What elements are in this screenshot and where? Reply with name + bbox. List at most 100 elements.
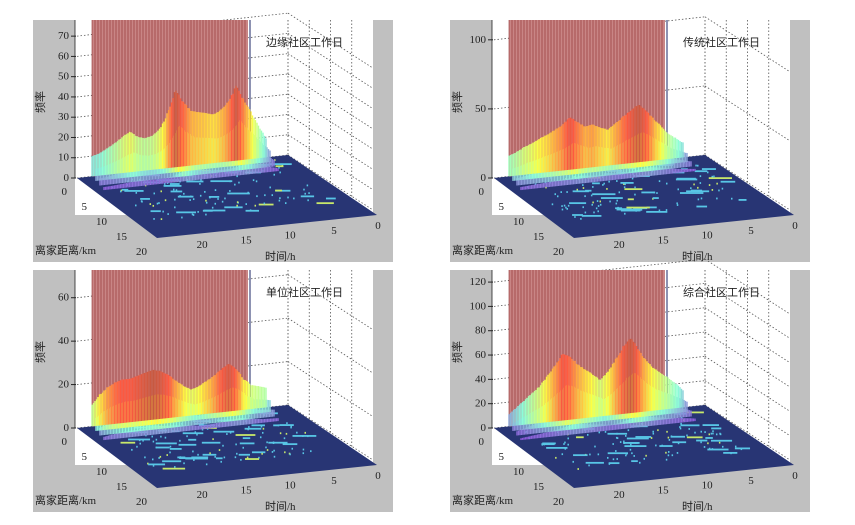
wall-bar: [107, 270, 110, 425]
wall-bar: [161, 20, 164, 169]
scatter-mark: [608, 463, 611, 465]
scatter-mark: [667, 451, 670, 453]
wall-bar: [134, 270, 137, 422]
wall-bar: [182, 270, 185, 417]
wall-bar: [119, 270, 122, 424]
scatter-mark: [163, 184, 182, 187]
scatter-mark: [672, 441, 687, 444]
wall-bar: [641, 270, 644, 412]
time-tick-label: 15: [658, 484, 670, 496]
z-tick-label: 60: [475, 349, 487, 361]
scatter-mark: [618, 191, 621, 194]
scatter-mark: [266, 449, 269, 451]
scatter-mark: [279, 171, 281, 174]
scatter-mark: [284, 451, 286, 454]
wall-bar: [611, 20, 614, 166]
scatter-mark: [179, 456, 182, 459]
distance-tick-label: 10: [96, 466, 108, 478]
scatter-mark: [609, 200, 611, 203]
wall-bar: [662, 270, 665, 410]
scatter-mark: [166, 454, 168, 456]
scatter-mark: [278, 199, 281, 202]
grid-line: [287, 404, 374, 461]
scatter-mark: [677, 442, 680, 445]
wall-bar: [644, 270, 647, 412]
scatter-mark: [718, 441, 721, 444]
wall-bar: [566, 20, 569, 171]
wall-bar: [200, 270, 203, 415]
scatter-mark: [149, 203, 152, 205]
wall-bar: [122, 270, 125, 424]
scatter-mark: [147, 462, 149, 465]
scatter-mark: [708, 184, 711, 186]
scatter-mark: [623, 186, 626, 189]
distance-tick-label: 5: [499, 201, 505, 213]
scatter-mark: [251, 424, 265, 427]
scatter-mark: [592, 182, 600, 185]
scatter-mark: [616, 432, 618, 435]
wall-bar: [146, 270, 149, 421]
scatter-mark: [200, 178, 202, 181]
scatter-mark: [576, 188, 579, 191]
scatter-mark: [304, 192, 306, 195]
scatter-mark: [170, 190, 183, 193]
scatter-mark: [707, 171, 709, 174]
grid-line: [287, 317, 374, 374]
scatter-mark: [178, 443, 197, 446]
scatter-mark: [696, 205, 708, 208]
scatter-mark: [575, 436, 584, 439]
scatter-mark: [205, 201, 208, 204]
time-tick-label: 20: [614, 489, 626, 501]
wall-bar: [194, 20, 197, 166]
scatter-mark: [120, 441, 136, 444]
scatter-mark: [607, 456, 609, 459]
scatter-mark: [677, 188, 679, 191]
distance-tick-label: 15: [116, 231, 128, 243]
scatter-mark: [612, 443, 614, 445]
scatter-mark: [150, 210, 161, 213]
scatter-mark: [665, 209, 668, 211]
scatter-mark: [247, 428, 249, 431]
scatter-mark: [712, 432, 714, 435]
scatter-mark: [292, 435, 317, 437]
scatter-mark: [199, 194, 202, 197]
scatter-mark: [679, 192, 704, 194]
scatter-mark: [244, 427, 262, 430]
scatter-mark: [128, 438, 151, 441]
scatter-mark: [707, 448, 729, 451]
scatter-mark: [162, 460, 182, 463]
distance-axis-label: 离家距离/km: [452, 243, 514, 257]
scatter-mark: [273, 173, 276, 176]
scatter-mark: [220, 460, 222, 463]
scatter-mark: [620, 209, 641, 212]
scatter-mark: [234, 183, 236, 186]
scatter-mark: [186, 435, 188, 438]
scatter-mark: [546, 446, 568, 449]
wall-bar: [116, 270, 119, 424]
scatter-mark: [602, 183, 604, 186]
scatter-mark: [704, 431, 706, 433]
scatter-mark: [582, 184, 584, 186]
grid-line: [704, 404, 791, 461]
scatter-mark: [679, 426, 681, 428]
scatter-mark: [238, 181, 240, 184]
scatter-mark: [164, 436, 167, 439]
z-tick-label: 40: [475, 373, 487, 385]
wall-bar: [572, 20, 575, 170]
scatter-mark: [229, 431, 232, 434]
time-tick-label: 5: [748, 475, 754, 487]
wall-bar: [560, 20, 563, 171]
scatter-mark: [639, 461, 641, 464]
scatter-mark: [162, 210, 164, 213]
wall-bar: [212, 20, 215, 164]
grid-line: [704, 154, 791, 211]
scatter-mark: [719, 433, 722, 436]
wall-bar: [128, 20, 131, 173]
wall-bar: [227, 270, 230, 412]
scatter-mark: [325, 197, 336, 200]
scatter-mark: [174, 198, 176, 201]
grid-line: [704, 283, 791, 339]
scatter-mark: [159, 455, 162, 458]
scatter-mark: [185, 457, 209, 460]
wall-bar: [602, 20, 605, 167]
